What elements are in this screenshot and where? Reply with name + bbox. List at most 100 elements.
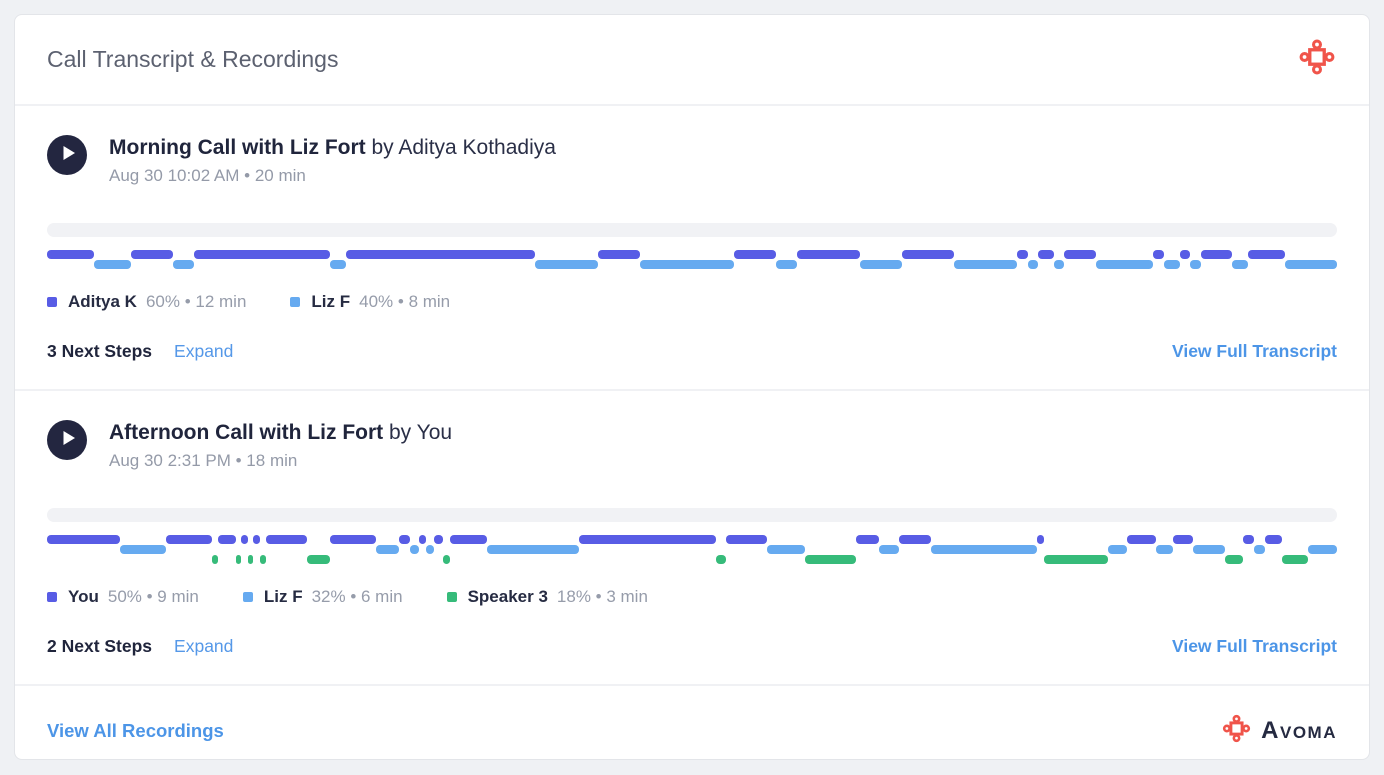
timeline-segment [306, 555, 330, 564]
call-transcript-card: Call Transcript & Recordings Morning Cal… [14, 14, 1370, 760]
timeline-segment [433, 535, 443, 544]
expand-link[interactable]: Expand [174, 341, 234, 361]
speaker-name: Liz F [311, 292, 351, 311]
timeline-segment [766, 545, 806, 554]
timeline-segment [1281, 555, 1308, 564]
timeline-segment [1064, 250, 1096, 259]
timeline-segment [796, 250, 860, 259]
avoma-wordmark: Avoma [1261, 716, 1337, 744]
timeline-segment [775, 260, 797, 269]
speaker-stats: 40% • 8 min [359, 292, 451, 311]
legend-item: Aditya K 60% • 12 min [47, 292, 246, 312]
speaker-timeline[interactable] [47, 250, 1337, 269]
timeline-segment [1108, 545, 1127, 554]
speaker-legend: You 50% • 9 min Liz F 32% • 6 min Speaker 3 1… [47, 587, 1337, 607]
timeline-segment [1179, 250, 1191, 259]
legend-item: Liz F 32% • 6 min [242, 587, 403, 607]
view-all-recordings-link[interactable]: View All Recordings [47, 719, 224, 741]
timeline-segment [172, 260, 194, 269]
timeline-segment [878, 545, 900, 554]
timeline-segment [329, 535, 376, 544]
timeline-segment [805, 555, 856, 564]
speaker-name: Liz F [263, 587, 303, 606]
timeline-segment [450, 535, 487, 544]
recording-progress-track[interactable] [47, 223, 1337, 237]
timeline-segment [1243, 535, 1255, 544]
timeline-segment [1153, 250, 1164, 259]
recording-progress-track[interactable] [47, 508, 1337, 522]
speaker-swatch [290, 297, 301, 307]
timeline-segment [486, 545, 579, 554]
legend-item: Liz F 40% • 8 min [290, 292, 450, 312]
speaker-legend: Aditya K 60% • 12 min Liz F 40% • 8 min [47, 292, 1337, 312]
speaker-swatch [242, 592, 253, 602]
legend-item: Speaker 3 18% • 3 min [446, 587, 648, 607]
timeline-segment [1265, 535, 1282, 544]
speaker-name: Speaker 3 [467, 587, 548, 606]
speaker-swatch [47, 592, 57, 602]
timeline-segment [409, 545, 419, 554]
recording-byline: by You [388, 421, 453, 444]
timeline-segment [639, 260, 734, 269]
recording-title: Morning Call with Liz Fort [109, 136, 366, 159]
next-steps-label: 3 Next Steps [47, 341, 153, 361]
play-icon [59, 145, 76, 166]
timeline-segment [1192, 545, 1225, 554]
timeline-segment [1038, 250, 1054, 259]
play-icon [59, 430, 76, 451]
timeline-segment [442, 555, 451, 564]
timeline-segment [212, 555, 218, 564]
timeline-segment [1163, 260, 1180, 269]
speaker-name: Aditya K [68, 292, 137, 311]
timeline-segment [725, 535, 767, 544]
timeline-segment [217, 535, 237, 544]
timeline-segment [1284, 260, 1337, 269]
timeline-segment [1095, 260, 1154, 269]
view-full-transcript-link[interactable]: View Full Transcript [1171, 636, 1337, 656]
timeline-segment [931, 545, 1037, 554]
timeline-segment [534, 260, 598, 269]
timeline-segment [236, 555, 241, 564]
speaker-name: You [68, 587, 99, 606]
timeline-segment [426, 545, 434, 554]
recording-entry: Morning Call with Liz Fort by Aditya Kot… [15, 106, 1369, 391]
timeline-segment [193, 250, 331, 259]
timeline-segment [1232, 260, 1248, 269]
timeline-segment [899, 535, 932, 544]
timeline-segment [1156, 545, 1173, 554]
recording-title: Afternoon Call with Liz Fort [109, 421, 384, 444]
timeline-segment [130, 250, 173, 259]
timeline-segment [901, 250, 955, 259]
recording-entry: Afternoon Call with Liz Fort by You Aug … [15, 391, 1369, 686]
recording-meta: Aug 30 10:02 AM • 20 min [109, 166, 306, 185]
timeline-segment [166, 535, 213, 544]
timeline-segment [418, 535, 427, 544]
avoma-logo: Avoma [1221, 713, 1337, 749]
avoma-mark-icon [1297, 37, 1337, 82]
play-button[interactable] [47, 420, 87, 460]
recording-byline: by Aditya Kothadiya [371, 136, 556, 159]
view-full-transcript-link[interactable]: View Full Transcript [1171, 341, 1337, 361]
legend-item: You 50% • 9 min [47, 587, 199, 607]
timeline-segment [1190, 260, 1201, 269]
recording-meta: Aug 30 2:31 PM • 18 min [109, 451, 298, 470]
timeline-segment [1247, 250, 1285, 259]
timeline-segment [1017, 250, 1028, 259]
timeline-segment [47, 250, 95, 259]
card-header: Call Transcript & Recordings [15, 15, 1369, 106]
page-title: Call Transcript & Recordings [47, 46, 339, 72]
speaker-stats: 50% • 9 min [107, 587, 199, 606]
recordings-list: Morning Call with Liz Fort by Aditya Kot… [15, 106, 1369, 686]
expand-link[interactable]: Expand [174, 636, 234, 656]
speaker-timeline[interactable] [47, 535, 1337, 564]
timeline-segment [716, 555, 726, 564]
speaker-stats: 60% • 12 min [145, 292, 247, 311]
timeline-segment [260, 555, 266, 564]
avoma-mark-icon [1221, 713, 1252, 749]
timeline-segment [120, 545, 167, 554]
timeline-segment [1036, 535, 1045, 544]
timeline-segment [248, 555, 253, 564]
timeline-segment [1225, 555, 1244, 564]
timeline-segment [240, 535, 249, 544]
play-button[interactable] [47, 135, 87, 175]
